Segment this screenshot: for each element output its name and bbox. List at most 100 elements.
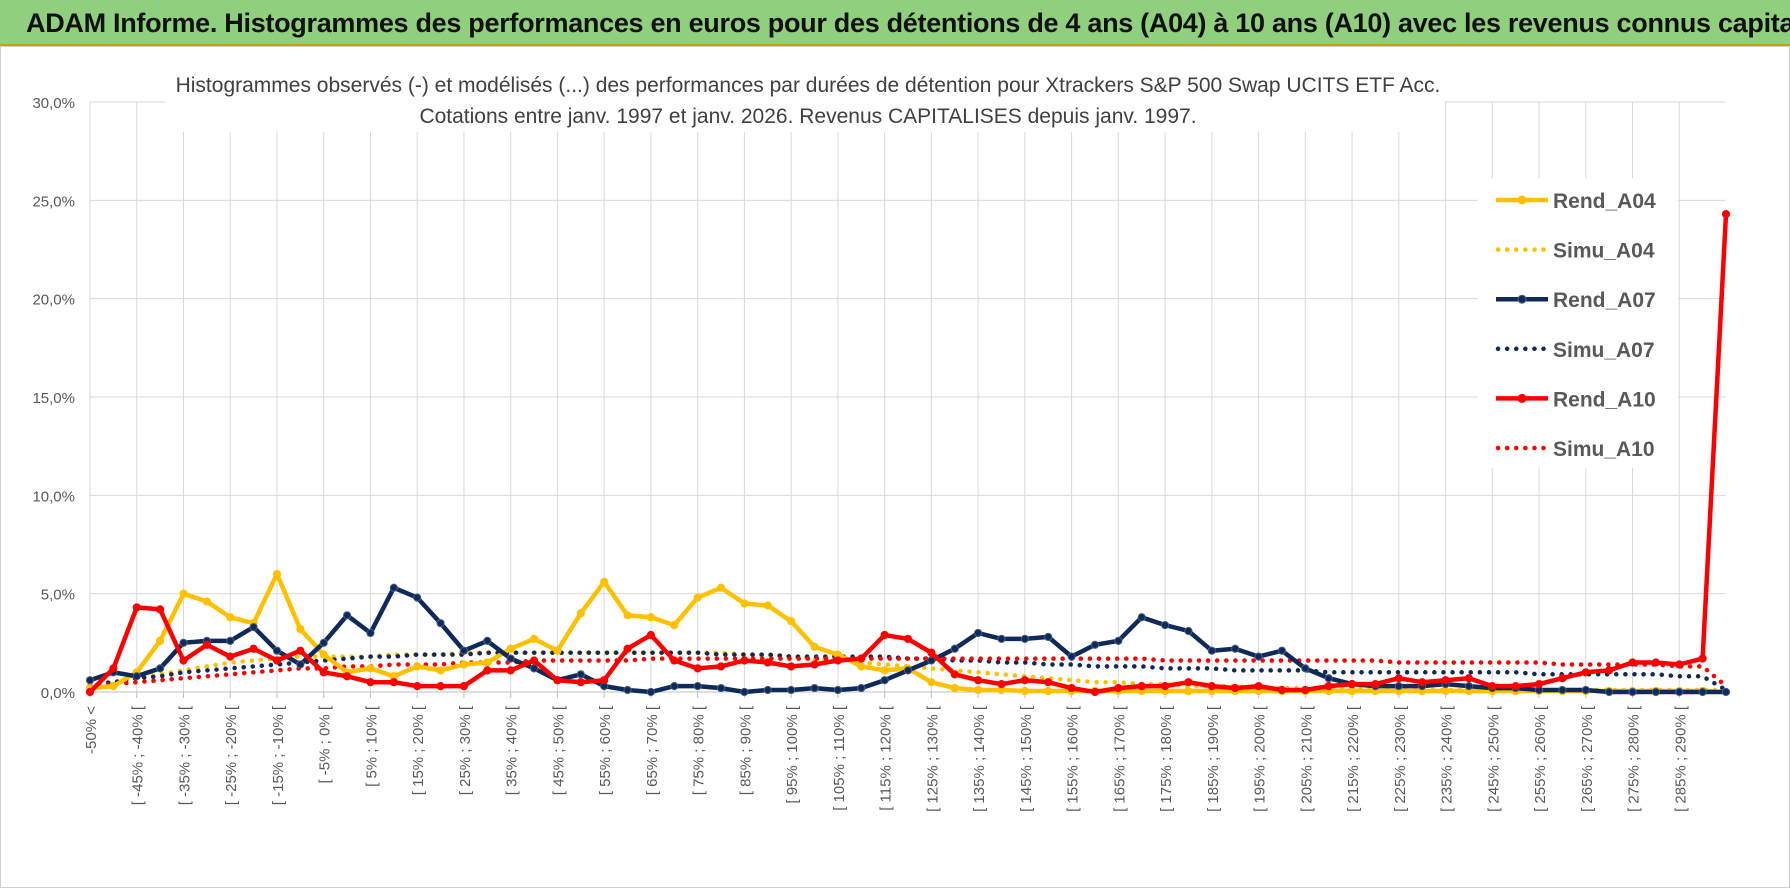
x-tick-label: [ 195% ; 200% [ [1252,705,1269,812]
data-point-rend-a07 [436,619,445,628]
y-tick-label: 10,0% [32,488,75,505]
data-point-rend-a07 [529,664,539,673]
legend-label-rend-a07: Rend_A07 [1553,289,1656,312]
data-point-rend-a07 [1675,687,1684,697]
data-point-rend-a10 [997,680,1006,689]
data-point-rend-a10 [226,652,235,661]
data-point-rend-a10 [1511,682,1520,691]
data-point-rend-a07 [670,682,679,691]
data-point-rend-a04 [857,662,866,671]
data-point-rend-a07 [1605,687,1614,697]
data-point-rend-a04 [740,599,749,608]
data-point-rend-a10 [1160,682,1170,691]
data-point-rend-a04 [156,636,165,645]
data-point-rend-a07 [389,583,398,592]
legend-box [1478,178,1678,468]
x-tick-label: [ 75% ; 80% [ [691,705,708,795]
data-point-rend-a04 [1441,686,1450,696]
data-point-rend-a10 [1698,654,1707,663]
data-point-rend-a04 [950,683,959,693]
legend-label-rend-a04: Rend_A04 [1553,190,1656,213]
x-tick-label: [ 55% ; 60% [ [597,705,614,795]
data-point-rend-a10 [202,640,211,649]
data-point-rend-a04 [506,644,515,653]
data-point-rend-a04 [296,624,305,634]
data-point-rend-a07 [1067,652,1076,661]
data-point-rend-a10 [1464,674,1474,683]
legend-marker-rend-a10 [1517,393,1527,403]
data-point-rend-a04 [880,666,889,675]
data-point-rend-a10 [1347,680,1357,689]
data-point-rend-a07 [1324,674,1333,683]
data-point-rend-a07 [156,664,165,673]
data-point-rend-a07 [272,646,282,655]
data-point-rend-a07 [85,676,95,685]
legend-marker-rend-a04 [1517,195,1527,205]
data-point-rend-a07 [1721,687,1731,697]
x-tick-label: [ 225% ; 230% [ [1392,705,1409,812]
data-point-rend-a10 [693,664,702,673]
data-point-rend-a07 [903,666,913,675]
data-point-rend-a10 [787,662,796,671]
data-point-rend-a10 [156,605,165,614]
data-point-rend-a10 [1324,682,1333,691]
data-point-rend-a07 [1581,685,1590,695]
data-point-rend-a10 [342,672,352,681]
data-point-rend-a10 [319,668,328,677]
x-tick-label: [ 255% ; 260% [ [1532,705,1549,812]
data-point-rend-a10 [833,656,842,665]
data-point-rend-a07 [623,685,632,695]
data-point-rend-a10 [1651,658,1660,667]
report-title: ADAM Informe. Histogrammes des performan… [26,8,1790,38]
data-point-rend-a07 [1090,640,1100,649]
data-point-rend-a07 [506,654,515,663]
data-point-rend-a10 [646,630,656,640]
data-point-rend-a04 [109,682,118,691]
data-point-rend-a04 [1347,686,1357,696]
data-point-rend-a07 [740,687,749,697]
data-point-rend-a10 [413,682,422,691]
data-point-rend-a04 [319,650,328,659]
legend: Rend_A04 Simu_A04 Rend_A07 Simu_A07 Rend_A10… [1478,178,1678,468]
data-point-rend-a10 [576,678,585,687]
x-tick-label: [ 265% ; 270% [ [1579,705,1596,812]
data-point-rend-a07 [249,623,258,632]
data-point-rend-a04 [226,613,235,622]
x-tick-label: [ 135% ; 140% [ [971,705,988,812]
y-tick-label: 0,0% [41,685,75,702]
x-tick-label: [ 175% ; 180% [ [1158,705,1175,812]
data-point-rend-a10 [1090,687,1100,697]
legend-marker-rend-a07 [1517,294,1527,304]
x-tick-label: -50% < [83,706,100,754]
data-point-rend-a07 [927,656,936,665]
data-point-rend-a10 [1581,668,1590,677]
data-point-rend-a07 [1651,687,1660,697]
data-point-rend-a07 [974,628,983,638]
data-point-rend-a07 [366,628,375,638]
x-tick-label: [ -35% ; -30% [ [176,705,193,805]
data-point-rend-a04 [623,611,632,620]
data-point-rend-a10 [1488,682,1497,691]
data-point-rend-a10 [1114,683,1123,693]
data-point-rend-a10 [132,603,141,612]
data-point-rend-a07 [880,676,889,685]
data-point-rend-a10 [366,678,375,687]
data-point-rend-a07 [810,683,819,693]
legend-label-simu-a04: Simu_A04 [1553,240,1655,263]
data-point-rend-a04 [693,593,702,602]
data-point-rend-a10 [553,676,562,685]
data-point-rend-a07 [413,593,422,602]
data-point-rend-a07 [576,670,585,679]
data-point-rend-a04 [202,597,211,606]
legend-label-simu-a07: Simu_A07 [1553,339,1655,362]
data-point-rend-a04 [646,613,656,622]
y-tick-label: 20,0% [32,292,75,309]
data-point-rend-a10 [1020,676,1029,685]
data-point-rend-a07 [1114,636,1123,645]
data-point-rend-a10 [1184,678,1193,687]
data-point-rend-a07 [1277,646,1287,655]
data-point-rend-a07 [1254,652,1263,661]
data-point-rend-a07 [646,687,656,697]
data-point-rend-a10 [600,676,609,685]
data-point-rend-a04 [366,664,375,673]
